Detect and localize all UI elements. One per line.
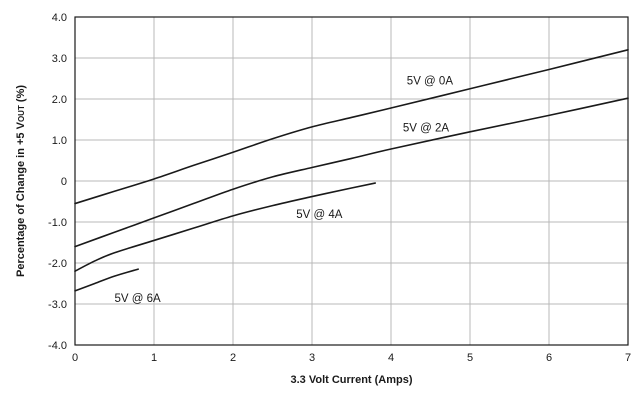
x-tick-label: 3 <box>309 352 315 364</box>
y-axis-label-main: Percentage of Change in +5 V <box>15 121 27 277</box>
y-tick-label: 0 <box>61 176 67 188</box>
series-labels: 5V @ 0A 5V @ 2A 5V @ 4A 5V @ 6A <box>115 76 454 305</box>
y-axis-label: Percentage of Change in +5 VOUT (%) <box>15 85 27 277</box>
y-tick-label: 4.0 <box>52 12 67 24</box>
x-axis-ticks: 0 1 2 3 4 5 6 7 <box>72 352 631 364</box>
x-tick-label: 4 <box>388 352 394 364</box>
y-tick-label: -4.0 <box>48 340 67 352</box>
x-tick-label: 6 <box>546 352 552 364</box>
x-tick-label: 5 <box>467 352 473 364</box>
y-axis-ticks: 4.0 3.0 2.0 1.0 0 -1.0 -2.0 -3.0 -4.0 <box>48 12 67 352</box>
series-line-0 <box>74 49 629 205</box>
x-tick-label: 1 <box>151 352 157 364</box>
series-label-3: 5V @ 6A <box>115 293 162 305</box>
grid <box>75 17 628 345</box>
series-group <box>74 49 629 292</box>
series-label-1: 5V @ 2A <box>403 123 450 135</box>
y-tick-label: -1.0 <box>48 217 67 229</box>
series-line-1 <box>74 97 629 248</box>
y-tick-label: 2.0 <box>52 94 67 106</box>
series-line-2 <box>74 182 376 272</box>
y-axis-label-subscript: OUT <box>17 105 26 122</box>
series-line-3 <box>74 268 139 292</box>
series-label-2: 5V @ 4A <box>296 209 343 221</box>
y-tick-label: -3.0 <box>48 299 67 311</box>
y-axis-label-unit: (%) <box>15 85 27 106</box>
x-tick-label: 2 <box>230 352 236 364</box>
x-tick-label: 7 <box>625 352 631 364</box>
x-axis-label: 3.3 Volt Current (Amps) <box>290 374 412 386</box>
x-tick-label: 0 <box>72 352 78 364</box>
y-tick-label: 1.0 <box>52 135 67 147</box>
y-tick-label: 3.0 <box>52 53 67 65</box>
y-tick-label: -2.0 <box>48 258 67 270</box>
plot-frame <box>74 16 629 346</box>
series-label-0: 5V @ 0A <box>407 76 454 88</box>
